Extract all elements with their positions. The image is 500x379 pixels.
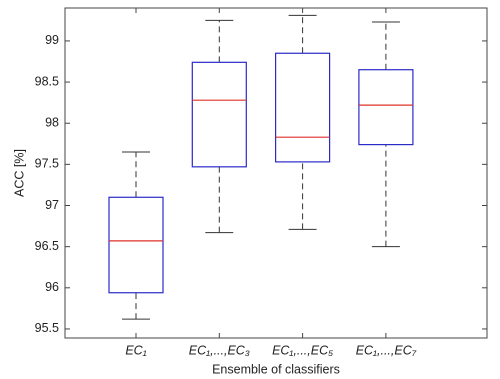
y-tick-label: 97 [45,198,59,212]
box [275,52,331,163]
x-axis-label: Ensemble of classifiers [212,362,340,376]
y-tick-label: 97.5 [35,157,59,171]
y-tick-label: 95.5 [35,321,59,335]
x-tick-label: EC₁,...,EC₇ [356,343,417,357]
y-tick-label: 99 [45,33,59,47]
y-axis-label: ACC [%] [12,149,26,197]
box [191,61,247,168]
x-tick-label: EC₁,...,EC₃ [189,343,250,357]
x-tick-label: EC₁,...,EC₅ [272,343,333,357]
y-tick-label: 98 [45,116,59,130]
y-tick-label: 96 [45,280,59,294]
box [108,196,164,294]
y-tick-label: 98.5 [35,74,59,88]
x-tick-label: EC₁ [125,343,146,357]
box [358,69,414,146]
y-tick-label: 96.5 [35,239,59,253]
